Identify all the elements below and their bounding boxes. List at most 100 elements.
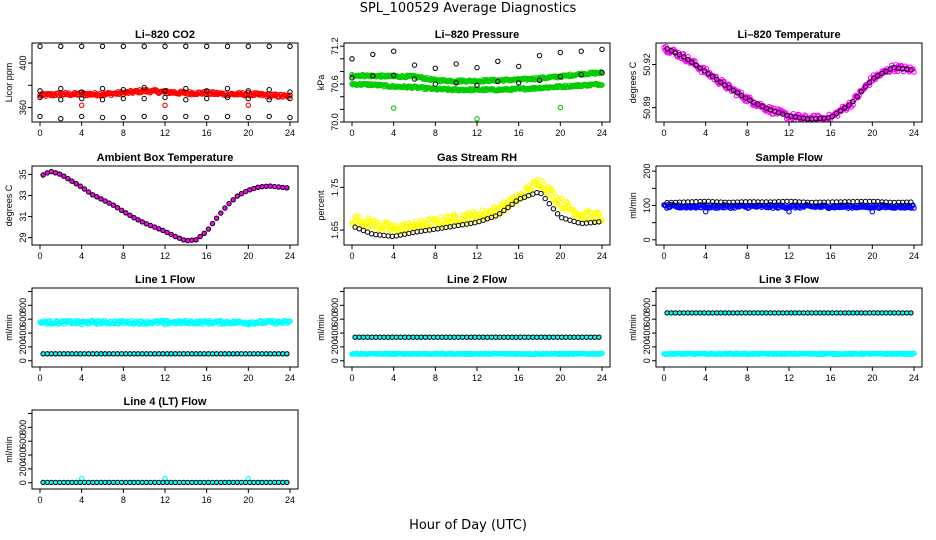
point-fill [106, 200, 112, 206]
point-fill [234, 193, 240, 199]
y-tick-label: 70.6 [330, 75, 340, 93]
point-fill [77, 480, 83, 485]
data-point [81, 186, 88, 192]
data-point [99, 114, 106, 121]
point-fill [365, 334, 370, 340]
x-tick-label: 4 [79, 128, 84, 138]
y-axis-label: ml/min [4, 436, 14, 463]
x-tick-label: 20 [555, 251, 565, 261]
data-point [118, 207, 125, 214]
data-point [453, 61, 459, 67]
series-3 [40, 351, 290, 357]
y-tick-label: 200 [642, 164, 652, 179]
data-point [141, 84, 147, 91]
panel-title: Line 4 (LT) Flow [124, 396, 207, 408]
data-point [672, 50, 679, 56]
x-tick-label: 20 [867, 128, 877, 138]
point-fill [361, 334, 366, 340]
data-point [370, 73, 376, 79]
point-fill [131, 215, 137, 221]
data-point [141, 113, 147, 120]
point-fill [197, 234, 203, 240]
point-fill [402, 334, 408, 340]
y-tick-label: 35 [18, 169, 28, 179]
y-tick-label: 800 [18, 420, 28, 435]
panel-title: Gas Stream RH [437, 152, 517, 164]
data-point [786, 208, 792, 215]
data-point [61, 173, 67, 179]
point-fill [172, 480, 178, 485]
data-point [245, 321, 252, 328]
data-point [226, 200, 232, 207]
point-fill [152, 480, 158, 485]
point-fill [272, 480, 277, 485]
point-fill [127, 480, 133, 485]
y-tick-label: 400 [18, 448, 28, 463]
x-tick-label: 4 [79, 495, 84, 505]
x-tick-label: 8 [433, 128, 438, 138]
point-fill [201, 230, 207, 236]
x-tick-label: 24 [909, 251, 919, 261]
data-point [168, 231, 174, 238]
data-point [866, 79, 873, 85]
point-fill [863, 310, 868, 316]
point-fill [218, 480, 224, 485]
data-point [85, 189, 92, 195]
point-fill [825, 310, 831, 316]
point-fill [801, 310, 806, 316]
data-point [557, 104, 564, 111]
point-fill [160, 480, 166, 485]
point-fill [263, 183, 269, 189]
point-fill [377, 334, 383, 340]
point-fill [44, 480, 50, 485]
point-fill [394, 334, 399, 340]
y-tick-label: 400 [18, 56, 28, 71]
point-fill [135, 480, 141, 485]
x-tick-label: 8 [745, 128, 750, 138]
point-fill [904, 310, 910, 316]
point-fill [509, 334, 515, 340]
point-fill [206, 226, 211, 232]
point-fill [222, 351, 228, 357]
point-fill [148, 223, 153, 228]
x-tick-label: 24 [285, 373, 295, 383]
x-tick-label: 4 [391, 373, 396, 383]
plot-frame [31, 409, 299, 490]
data-point [266, 113, 272, 120]
point-fill [222, 480, 228, 485]
point-fill [575, 334, 581, 340]
point-fill [805, 310, 810, 316]
point-fill [730, 310, 736, 316]
point-fill [226, 480, 232, 485]
point-fill [214, 351, 220, 357]
figure-title: SPL_100529 Average Diagnostics [359, 1, 577, 16]
point-fill [44, 351, 50, 357]
point-fill [243, 480, 249, 485]
data-point [141, 43, 147, 49]
y-tick-label: 360 [18, 100, 28, 115]
point-fill [69, 178, 75, 184]
point-fill [115, 351, 120, 357]
x-tick-label: 0 [37, 128, 42, 138]
series-2 [352, 189, 602, 240]
data-point [538, 190, 544, 197]
point-fill [168, 351, 174, 357]
point-fill [177, 351, 182, 357]
band-point [383, 226, 389, 233]
x-tick-label: 8 [745, 251, 750, 261]
point-fill [251, 186, 257, 192]
band-point [570, 206, 576, 213]
x-tick-label: 4 [391, 128, 396, 138]
point-fill [739, 310, 744, 316]
data-point [689, 59, 695, 65]
x-tick-label: 16 [514, 251, 524, 261]
point-fill [588, 334, 593, 340]
point-fill [226, 201, 232, 207]
data-point [862, 84, 869, 90]
y-tick-label: 800 [642, 298, 652, 313]
point-fill [410, 334, 416, 340]
point-fill [102, 198, 108, 204]
band-point [410, 226, 416, 232]
y-tick-label: 600 [642, 312, 652, 327]
